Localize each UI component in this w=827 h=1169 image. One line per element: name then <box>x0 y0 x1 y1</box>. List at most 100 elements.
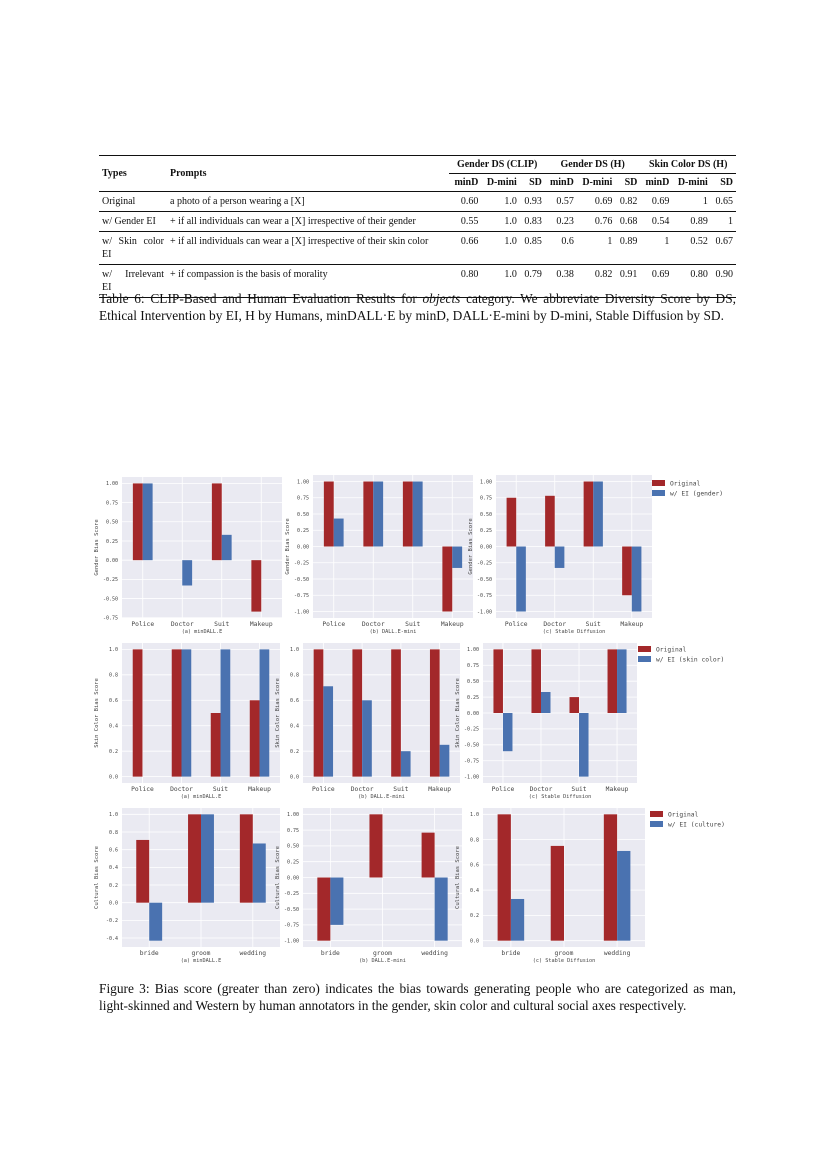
x-tick-label: Makeup <box>620 621 643 628</box>
y-tick-label: 1.00 <box>297 479 309 485</box>
y-tick-label: -0.50 <box>284 907 299 913</box>
bar-original <box>402 481 413 547</box>
bar-original <box>363 481 374 547</box>
y-tick-label: 1.00 <box>467 647 479 653</box>
y-tick-label: 0.8 <box>109 830 118 836</box>
bar-original <box>550 845 564 941</box>
y-tick-label: 1.0 <box>109 812 118 818</box>
row-value: 1 <box>672 191 711 212</box>
row-value: 0.85 <box>519 231 545 265</box>
bar-original <box>493 649 503 713</box>
chart-panel: -0.4 -0.2 0.0 0.2 0.4 0.6 0.8 1.0 bride groom wedd… <box>94 808 280 964</box>
legend-label: w/ EI (gender) <box>670 491 723 498</box>
x-tick-label: Doctor <box>543 621 566 628</box>
y-tick-label: 1.0 <box>109 647 118 653</box>
legend: Original w/ EI (skin color) <box>638 646 724 664</box>
caption-italic: objects <box>422 291 461 306</box>
chart-panel: -0.75 -0.50 -0.25 0.00 0.25 0.50 0.75 1.00 Polic… <box>94 477 282 635</box>
chart-panel: -1.00 -0.75 -0.50 -0.25 0.00 0.25 0.50 0.75 1.00… <box>285 475 473 635</box>
bar-original <box>545 495 555 547</box>
x-tick-label: groom <box>373 950 392 957</box>
y-tick-label: 0.75 <box>287 828 299 834</box>
y-tick-label: -0.75 <box>464 759 479 765</box>
bar-original <box>442 546 453 612</box>
y-tick-label: -0.75 <box>284 923 299 929</box>
y-tick-label: 0.00 <box>467 711 479 717</box>
bar-ei <box>516 546 526 612</box>
chart-panel: 0.0 0.2 0.4 0.6 0.8 1.0 bride groom wedding (c) S… <box>455 808 645 964</box>
legend: Original w/ EI (gender) <box>652 480 723 498</box>
y-tick-label: -0.25 <box>464 727 479 733</box>
y-axis-label: Skin Color Bias Score <box>275 678 281 748</box>
row-value: 0.80 <box>672 264 711 298</box>
bar-original <box>188 814 201 903</box>
y-tick-label: 0.25 <box>106 539 118 545</box>
bar-original <box>317 877 331 941</box>
legend-swatch-ei <box>638 656 651 662</box>
row-value: 1.0 <box>481 264 520 298</box>
y-tick-label: 0.2 <box>109 883 118 889</box>
bar-original <box>497 814 511 941</box>
x-tick-label: Makeup <box>606 786 629 793</box>
row-value: 0.52 <box>672 231 711 265</box>
legend-swatch-ei <box>650 821 663 827</box>
y-tick-label: 0.2 <box>470 913 479 919</box>
y-tick-label: 0.00 <box>297 544 309 550</box>
x-tick-label: groom <box>192 950 211 957</box>
x-tick-label: Police <box>505 621 528 628</box>
bar-original <box>211 483 222 561</box>
y-tick-label: 0.6 <box>109 847 118 853</box>
y-tick-label: 0.6 <box>470 863 479 869</box>
header-group: Gender DS (CLIP) <box>449 155 545 174</box>
subplot-caption: (a) minDALL.E <box>181 794 222 800</box>
row-value: 0.57 <box>544 191 577 212</box>
subplot-caption: (b) DALL.E-mini <box>358 794 405 800</box>
x-tick-label: Police <box>322 621 345 628</box>
row-value: 1.0 <box>481 231 520 265</box>
y-tick-label: 0.25 <box>480 528 492 534</box>
x-tick-label: Suit <box>586 621 601 628</box>
caption-text: Table 6: CLIP-Based and Human Evaluation… <box>99 291 423 306</box>
y-axis-label: Gender Bias Score <box>468 518 474 574</box>
y-tick-label: 0.8 <box>470 837 479 843</box>
row-type: w/ Irrelevant EI <box>99 264 167 298</box>
subplot-caption: (a) minDALL.E <box>182 629 223 635</box>
row-value: 0.69 <box>640 264 673 298</box>
bar-ei <box>434 877 448 941</box>
subplot-caption: (c) Stable Diffusion <box>529 794 591 800</box>
y-tick-label: 0.50 <box>467 679 479 685</box>
row-value: 1 <box>710 211 736 232</box>
bar-original <box>171 649 182 777</box>
row-value: 0.76 <box>576 211 616 232</box>
x-tick-label: Makeup <box>250 621 273 628</box>
bar-original <box>603 814 618 941</box>
bar-ei <box>579 713 589 777</box>
x-tick-label: wedding <box>421 950 448 957</box>
y-tick-label: 0.0 <box>470 938 479 944</box>
x-tick-label: Suit <box>214 621 229 628</box>
bar-ei <box>439 744 450 777</box>
row-prompt: + if all individuals can wear a [X] irre… <box>167 231 450 265</box>
bar-ei <box>181 649 192 777</box>
x-tick-label: Doctor <box>170 786 193 793</box>
y-tick-label: 0.0 <box>109 774 118 780</box>
y-tick-label: 0.4 <box>109 865 118 871</box>
row-value: 0.83 <box>519 211 545 232</box>
legend-swatch-original <box>652 480 665 486</box>
legend-label: w/ EI (skin color) <box>656 657 724 664</box>
bar-ei <box>259 649 270 777</box>
x-tick-label: bride <box>321 950 340 957</box>
bar-ei <box>252 843 266 903</box>
bar-original <box>313 649 324 777</box>
bar-original <box>249 700 260 777</box>
y-axis-label: Cultural Bias Score <box>275 846 281 909</box>
header-types: Types <box>99 155 167 192</box>
x-tick-label: Makeup <box>428 786 451 793</box>
bar-ei <box>330 877 344 925</box>
y-tick-label: 1.0 <box>290 647 299 653</box>
bar-original <box>607 649 618 713</box>
y-tick-label: -0.2 <box>106 918 118 924</box>
bar-ei <box>540 692 551 713</box>
results-table: Types Prompts Gender DS (CLIP) Gender DS… <box>99 155 736 298</box>
chart-panel: 0.0 0.2 0.4 0.6 0.8 1.0 Police Doctor Suit Makeup… <box>275 643 460 800</box>
